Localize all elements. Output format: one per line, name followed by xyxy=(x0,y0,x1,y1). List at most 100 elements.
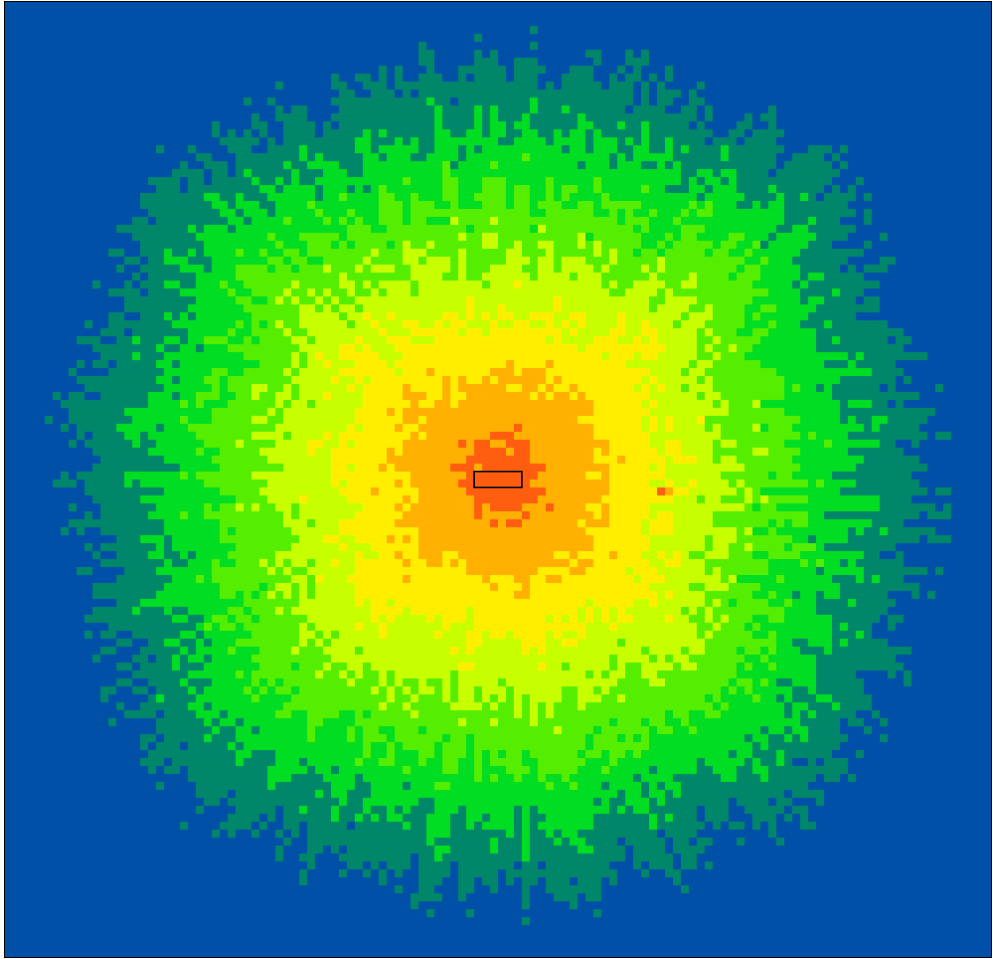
heatmap-cell xyxy=(5,710,125,719)
heatmap-cell xyxy=(609,352,634,361)
heatmap-cell xyxy=(855,463,928,473)
heatmap-cell xyxy=(386,81,396,91)
heatmap-cell xyxy=(696,113,706,122)
heatmap-cell xyxy=(418,901,523,910)
heatmap-cell xyxy=(768,105,777,115)
heatmap-cell xyxy=(553,630,563,640)
heatmap-cell xyxy=(744,622,754,632)
heatmap-cell xyxy=(76,336,102,345)
heatmap-cell xyxy=(704,758,746,767)
heatmap-cell xyxy=(386,614,396,624)
heatmap-cell xyxy=(664,797,730,807)
heatmap-cell xyxy=(505,519,523,528)
heatmap-cell xyxy=(601,129,642,138)
heatmap-cell xyxy=(593,742,650,751)
heatmap-cell xyxy=(593,535,650,544)
heatmap-cell xyxy=(760,304,777,313)
heatmap-cell xyxy=(76,527,86,536)
heatmap-cell xyxy=(378,551,396,560)
heatmap-cell xyxy=(831,575,857,584)
heatmap-cell xyxy=(768,232,777,242)
heatmap-cell xyxy=(171,543,237,552)
heatmap-cell xyxy=(338,869,348,879)
heatmap-cell xyxy=(251,590,261,600)
heatmap-cell xyxy=(529,105,539,115)
heatmap-cell xyxy=(688,121,698,130)
heatmap-cell xyxy=(585,49,602,59)
heatmap-cell xyxy=(235,670,245,680)
heatmap-cell xyxy=(410,479,459,489)
heatmap-cell xyxy=(680,869,991,879)
heatmap-cell xyxy=(5,320,86,329)
heatmap-cell xyxy=(251,129,261,138)
heatmap-cell xyxy=(601,248,610,258)
heatmap-cell xyxy=(418,758,428,767)
heatmap-cell xyxy=(378,216,404,226)
heatmap-cell xyxy=(450,845,491,855)
heatmap-cell xyxy=(824,153,833,162)
heatmap-cell xyxy=(657,511,674,520)
heatmap-cell xyxy=(887,606,991,616)
heatmap-cell xyxy=(696,766,714,775)
heatmap-cell xyxy=(688,614,706,624)
heatmap-cell xyxy=(171,312,181,321)
heatmap-cell xyxy=(720,710,785,719)
heatmap-cell xyxy=(680,781,809,791)
heatmap-cell xyxy=(458,216,491,226)
heatmap-cell xyxy=(752,750,777,759)
heatmap-cell xyxy=(378,145,420,154)
heatmap-cell xyxy=(816,821,991,831)
heatmap-cell xyxy=(529,479,610,489)
heatmap-cell xyxy=(474,113,483,122)
heatmap-cell xyxy=(641,869,650,879)
heatmap-cell xyxy=(442,105,475,115)
heatmap-cell xyxy=(251,97,269,107)
heatmap-cell xyxy=(569,129,587,138)
heatmap-cell xyxy=(426,813,451,823)
heatmap-cell xyxy=(831,614,881,624)
heatmap-cell xyxy=(307,519,316,528)
heatmap-cell xyxy=(831,145,841,154)
heatmap-cell xyxy=(664,256,746,266)
heatmap-cell xyxy=(219,718,237,727)
heatmap-cell xyxy=(601,177,682,186)
heatmap-cell xyxy=(816,598,849,608)
heatmap-cell xyxy=(712,113,746,122)
heatmap-cell xyxy=(5,360,78,369)
heatmap-cell xyxy=(641,248,658,258)
heatmap-cell xyxy=(243,304,300,313)
heatmap-cell xyxy=(307,766,316,775)
heatmap-cell xyxy=(52,479,78,489)
heatmap-cell xyxy=(148,766,157,775)
heatmap-cell xyxy=(593,423,642,433)
heatmap-cell xyxy=(346,272,412,282)
heatmap-cell xyxy=(792,471,833,481)
heatmap-cell xyxy=(672,813,698,823)
heatmap-cell xyxy=(275,590,284,600)
heatmap-cell xyxy=(346,288,356,298)
heatmap-cell xyxy=(386,185,443,194)
heatmap-cell xyxy=(704,567,714,576)
heatmap-cell xyxy=(680,89,690,99)
heatmap-cell xyxy=(179,264,205,274)
heatmap-cell xyxy=(784,145,809,154)
heatmap-cell xyxy=(752,734,769,743)
heatmap-cell xyxy=(529,901,571,910)
heatmap-cell xyxy=(617,734,626,743)
heatmap-cell xyxy=(545,638,563,648)
heatmap-cell xyxy=(919,391,991,401)
heatmap-cell xyxy=(537,129,555,138)
heatmap-cell xyxy=(768,630,777,640)
heatmap-cell xyxy=(585,344,666,353)
heatmap-cell xyxy=(362,710,372,719)
heatmap-cell xyxy=(116,686,133,695)
heatmap-cell xyxy=(498,57,515,67)
heatmap-cell xyxy=(362,758,380,767)
heatmap-cell xyxy=(617,312,626,321)
heatmap-cell xyxy=(831,240,865,250)
heatmap-cell xyxy=(633,567,658,576)
heatmap-cell xyxy=(649,145,666,154)
heatmap-cell xyxy=(808,686,817,695)
heatmap-cell xyxy=(323,121,332,130)
heatmap-cell xyxy=(728,399,754,409)
